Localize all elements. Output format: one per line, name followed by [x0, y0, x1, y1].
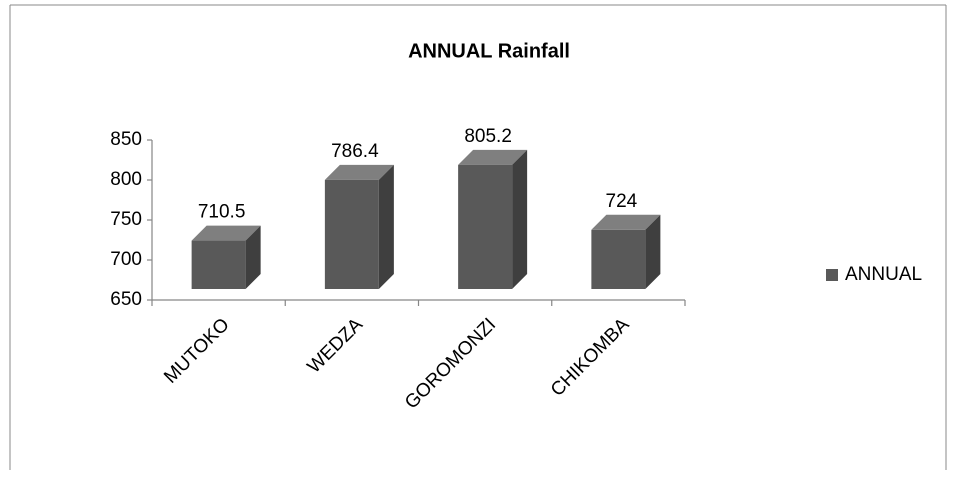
chart-title: ANNUAL Rainfall [408, 40, 570, 62]
bar-side [245, 225, 261, 289]
bar-top [191, 225, 261, 241]
y-tick-label: 650 [110, 289, 142, 310]
bar-top [324, 164, 394, 180]
bar [191, 240, 246, 289]
bar [591, 229, 646, 289]
bar-side [378, 164, 394, 289]
x-tick-label: CHIKOMBA [547, 314, 634, 401]
data-label: 724 [606, 191, 638, 212]
bar-side [645, 214, 661, 289]
data-label: 786.4 [331, 141, 379, 162]
legend-label: ANNUAL [845, 264, 922, 285]
x-tick-label: GOROMONZI [401, 314, 500, 413]
y-tick-label: 800 [110, 169, 142, 190]
bar [324, 179, 379, 289]
data-label: 710.5 [198, 202, 246, 223]
y-tick-label: 750 [110, 209, 142, 230]
bar-top [458, 149, 528, 165]
x-tick-label: WEDZA [304, 314, 368, 378]
legend-swatch [826, 269, 838, 281]
bar-top [591, 214, 661, 230]
y-tick-label: 850 [110, 129, 142, 150]
x-tick-label: MUTOKO [160, 314, 234, 388]
bar-side [512, 149, 528, 289]
y-tick-label: 700 [110, 249, 142, 270]
bar [458, 164, 513, 289]
data-label: 805.2 [464, 126, 512, 147]
